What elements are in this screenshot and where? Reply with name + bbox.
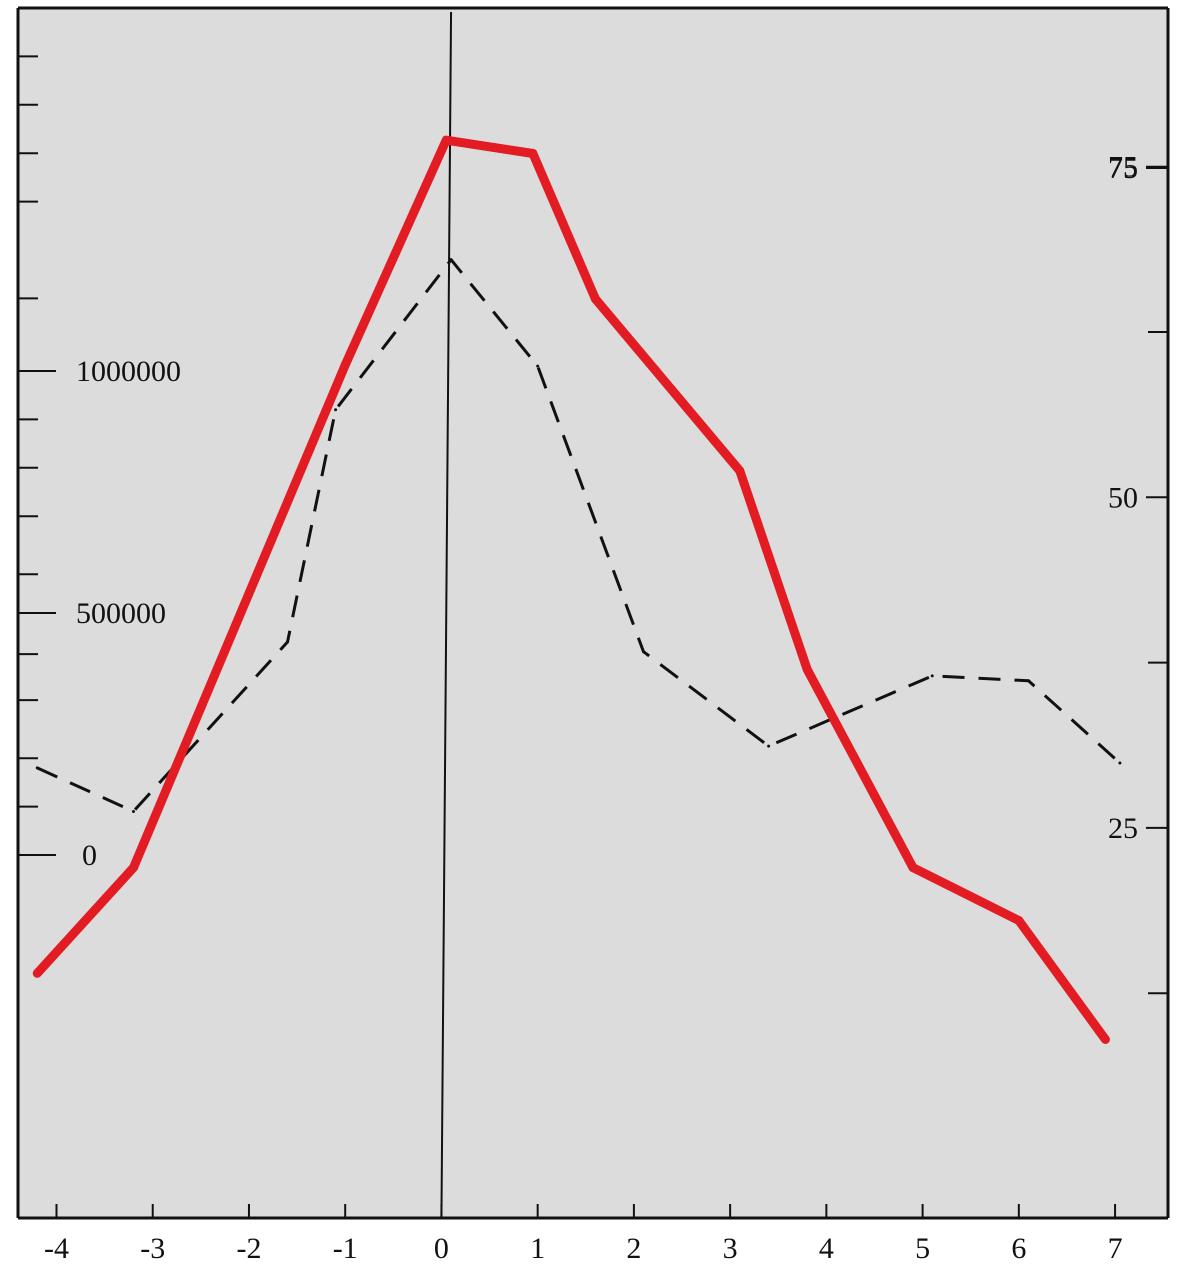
plot-background <box>18 8 1168 1218</box>
x-axis-tick-label: -4 <box>44 1232 69 1265</box>
x-axis-tick-label: 5 <box>915 1232 930 1265</box>
left-axis-tick-label: 0 <box>82 839 97 872</box>
x-axis-tick-label: -3 <box>140 1232 165 1265</box>
x-axis-tick-label: 0 <box>434 1232 449 1265</box>
right-axis-tick-label: 75 <box>1108 152 1138 185</box>
x-axis: -4 -3 -2 -1 0 1 2 3 4 5 6 7 <box>44 11 1123 1265</box>
series-point-dashed <box>285 640 289 644</box>
series-point-dashed <box>536 364 540 368</box>
series-point-dashed <box>131 809 135 813</box>
series-point-dashed <box>1118 761 1122 765</box>
series-point-dashed <box>35 766 39 770</box>
series-point-dashed <box>642 650 646 654</box>
x-axis-tick-label: 3 <box>723 1232 738 1265</box>
series-layer <box>32 135 1122 1044</box>
series-point-solid <box>441 135 451 145</box>
left-axis-tick-label: 500000 <box>76 597 166 630</box>
series-point-solid <box>1014 915 1024 925</box>
zero-reference-line <box>440 11 453 1219</box>
series-point-dashed <box>767 744 771 748</box>
series-line-dashed <box>36 258 1121 813</box>
x-axis-tick-label: 4 <box>819 1232 834 1265</box>
series-point-solid <box>590 294 600 304</box>
right-axis-tick-label: 50 <box>1108 481 1138 514</box>
x-axis-tick-label: 7 <box>1108 1232 1123 1265</box>
series-point-solid <box>802 664 812 674</box>
plot-frame <box>16 6 1170 1220</box>
x-axis-tick-label: 6 <box>1011 1232 1026 1265</box>
series-point-solid <box>528 148 538 158</box>
right-axis-tick-label: 25 <box>1108 812 1138 845</box>
series-point-dashed <box>449 258 453 262</box>
series-point-solid <box>128 863 138 873</box>
x-axis-tick-label: -1 <box>333 1232 358 1265</box>
series-point-dashed <box>1026 679 1030 683</box>
x-axis-tick-label: -2 <box>236 1232 261 1265</box>
series-point-solid <box>908 863 918 873</box>
series-point-solid <box>1100 1034 1110 1044</box>
series-point-solid <box>735 466 745 476</box>
series-point-solid <box>340 360 350 370</box>
x-axis-tick-label: 1 <box>530 1232 545 1265</box>
left-axis-tick-label: 1000000 <box>76 355 181 388</box>
left-axis: 1000000 500000 0 <box>18 55 181 872</box>
x-axis-tick-label: 2 <box>626 1232 641 1265</box>
right-axis-tick-label: 75 <box>1108 151 1138 184</box>
series-point-dashed <box>930 674 934 678</box>
series-point-dashed <box>334 408 338 412</box>
series-point-solid <box>32 968 42 978</box>
